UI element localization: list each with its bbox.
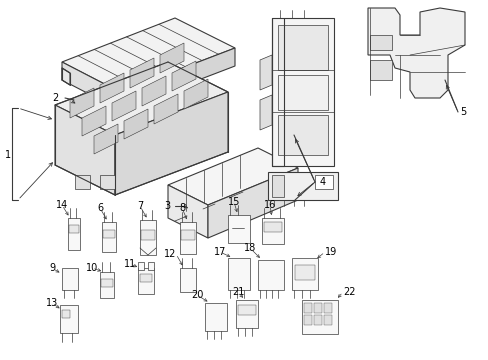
Bar: [138, 268, 154, 294]
Bar: [141, 230, 155, 240]
Bar: [278, 115, 327, 155]
Polygon shape: [120, 48, 235, 110]
Bar: [68, 218, 80, 250]
Polygon shape: [168, 148, 297, 205]
Text: 15: 15: [227, 197, 240, 207]
Polygon shape: [154, 94, 178, 124]
Bar: [100, 175, 115, 189]
Polygon shape: [207, 168, 297, 238]
Text: 20: 20: [190, 290, 203, 300]
Bar: [278, 75, 327, 110]
Polygon shape: [55, 105, 115, 195]
Polygon shape: [62, 68, 70, 85]
Bar: [236, 300, 258, 328]
Text: 14: 14: [56, 200, 68, 210]
Text: 9: 9: [49, 263, 55, 273]
Polygon shape: [369, 35, 391, 50]
Polygon shape: [112, 91, 136, 121]
Text: 1: 1: [5, 150, 11, 160]
Bar: [62, 310, 70, 318]
Bar: [62, 268, 78, 290]
Text: 10: 10: [86, 263, 98, 273]
Bar: [313, 303, 321, 313]
Bar: [302, 300, 337, 334]
Bar: [304, 303, 311, 313]
Polygon shape: [94, 124, 118, 154]
Polygon shape: [367, 8, 464, 98]
Polygon shape: [62, 18, 235, 92]
Bar: [180, 268, 196, 292]
Text: 12: 12: [163, 249, 176, 259]
Bar: [138, 262, 143, 270]
Bar: [102, 222, 116, 252]
Text: 6: 6: [97, 203, 103, 213]
Bar: [140, 274, 152, 282]
Text: 19: 19: [325, 247, 337, 257]
Polygon shape: [130, 58, 154, 88]
Bar: [271, 18, 333, 166]
Bar: [258, 260, 284, 290]
Bar: [271, 175, 284, 197]
Polygon shape: [260, 95, 271, 130]
Bar: [69, 225, 79, 233]
Bar: [291, 258, 317, 290]
Bar: [75, 175, 90, 189]
Polygon shape: [62, 62, 120, 110]
Bar: [314, 175, 332, 189]
Bar: [101, 279, 113, 287]
Text: 8: 8: [179, 203, 184, 213]
Bar: [313, 315, 321, 325]
Polygon shape: [70, 88, 94, 118]
Bar: [227, 215, 249, 243]
Polygon shape: [142, 76, 165, 106]
Polygon shape: [124, 109, 148, 139]
Bar: [103, 230, 115, 238]
Bar: [294, 265, 314, 280]
Bar: [148, 262, 154, 270]
Bar: [140, 220, 156, 255]
Text: 11: 11: [123, 259, 136, 269]
Polygon shape: [115, 92, 227, 195]
Text: 5: 5: [459, 107, 465, 117]
Bar: [267, 172, 337, 200]
Text: 13: 13: [46, 298, 58, 308]
Polygon shape: [82, 106, 106, 136]
Bar: [181, 230, 195, 240]
Polygon shape: [260, 55, 271, 90]
Polygon shape: [100, 73, 124, 103]
Bar: [180, 222, 196, 254]
Text: 3: 3: [163, 201, 170, 211]
Polygon shape: [369, 60, 391, 80]
Bar: [324, 303, 331, 313]
Polygon shape: [160, 43, 183, 73]
Text: 16: 16: [264, 200, 276, 210]
Bar: [324, 315, 331, 325]
Polygon shape: [168, 185, 207, 238]
Polygon shape: [172, 61, 196, 91]
Text: 17: 17: [213, 247, 226, 257]
Text: 18: 18: [244, 243, 256, 253]
Bar: [278, 25, 327, 70]
Bar: [264, 222, 282, 232]
Bar: [204, 303, 226, 331]
Bar: [227, 258, 249, 290]
Text: 7: 7: [137, 201, 143, 211]
Text: 4: 4: [319, 177, 325, 187]
Bar: [238, 305, 256, 315]
Polygon shape: [55, 62, 227, 135]
Bar: [262, 218, 284, 244]
Text: 22: 22: [342, 287, 355, 297]
Text: 2: 2: [52, 93, 58, 103]
Polygon shape: [183, 79, 207, 109]
Bar: [60, 305, 78, 333]
Text: 21: 21: [231, 287, 244, 297]
Bar: [304, 315, 311, 325]
Bar: [100, 272, 114, 298]
